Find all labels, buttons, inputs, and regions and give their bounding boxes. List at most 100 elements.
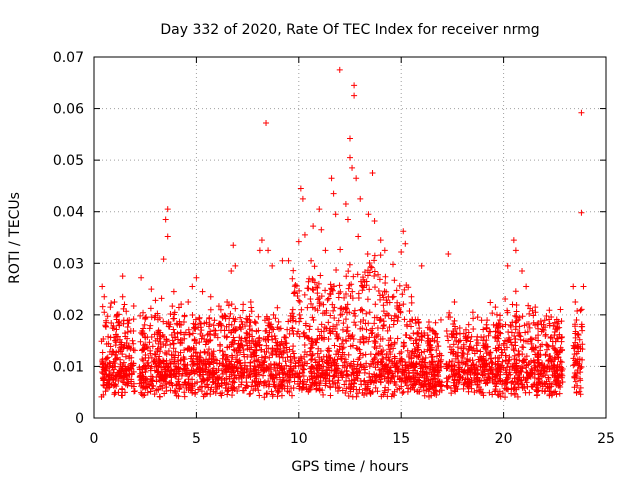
data-point — [156, 314, 163, 321]
data-point — [376, 367, 383, 374]
data-point — [345, 285, 352, 292]
data-point — [209, 370, 216, 377]
data-point — [224, 353, 231, 360]
data-point — [237, 349, 244, 356]
data-point — [156, 353, 163, 360]
data-point — [203, 390, 210, 397]
data-point — [532, 304, 539, 311]
data-point — [184, 346, 191, 353]
data-point — [548, 358, 555, 365]
data-point — [145, 354, 152, 361]
data-point — [189, 383, 196, 390]
data-point — [246, 326, 253, 333]
data-point — [139, 330, 146, 337]
data-point — [130, 340, 137, 347]
data-point — [158, 295, 165, 302]
data-point — [436, 388, 443, 395]
data-point — [128, 378, 135, 385]
data-point — [514, 378, 521, 385]
data-point — [372, 384, 379, 391]
data-point — [483, 350, 490, 357]
data-point — [347, 154, 353, 161]
data-point — [103, 355, 110, 362]
data-point — [237, 342, 244, 349]
x-axis-label: GPS time / hours — [291, 459, 408, 475]
data-point — [530, 312, 537, 319]
data-point — [327, 355, 334, 362]
data-point — [297, 185, 304, 192]
data-point — [160, 376, 167, 383]
data-point — [221, 379, 228, 386]
data-point — [117, 348, 124, 355]
data-point — [119, 273, 126, 280]
data-point — [175, 304, 182, 311]
data-point — [572, 359, 579, 366]
data-point — [229, 385, 236, 392]
data-point — [218, 392, 225, 399]
data-point — [504, 360, 511, 367]
data-point — [398, 378, 405, 385]
data-point — [300, 362, 307, 369]
data-point — [413, 353, 420, 360]
data-point — [558, 371, 565, 378]
data-point — [380, 302, 387, 309]
data-point — [147, 305, 154, 312]
data-point — [248, 308, 255, 315]
data-point — [325, 319, 332, 326]
data-point — [178, 337, 185, 344]
data-point — [468, 333, 475, 340]
data-point — [269, 345, 276, 352]
data-point — [295, 238, 302, 245]
data-point — [450, 341, 457, 348]
data-point — [239, 387, 246, 394]
data-point — [480, 392, 487, 399]
data-point — [198, 320, 205, 327]
data-point — [201, 348, 208, 355]
data-point — [164, 233, 171, 240]
data-point — [177, 357, 184, 364]
data-point — [349, 295, 356, 302]
data-point — [119, 386, 126, 393]
data-point — [215, 365, 222, 372]
data-point — [228, 339, 235, 346]
data-point — [450, 371, 457, 378]
data-point — [191, 325, 198, 332]
data-point — [578, 321, 585, 328]
data-point — [142, 333, 149, 340]
data-point — [113, 333, 120, 340]
data-point — [199, 288, 206, 295]
data-point — [435, 367, 442, 374]
data-point — [511, 356, 518, 363]
data-point — [142, 368, 149, 375]
data-point — [276, 371, 283, 378]
x-axis-ticks: 0 5 10 15 20 25 — [90, 57, 615, 447]
data-point — [471, 370, 478, 377]
data-point — [316, 206, 323, 213]
data-point — [573, 316, 580, 323]
data-point — [291, 378, 298, 385]
data-point — [390, 345, 397, 352]
data-point — [354, 271, 361, 278]
data-point — [423, 363, 430, 370]
data-point — [337, 288, 344, 295]
data-point — [269, 262, 276, 269]
data-point — [486, 363, 493, 370]
data-point — [456, 359, 463, 366]
data-point — [412, 381, 419, 388]
data-point — [408, 355, 415, 362]
data-point — [386, 324, 393, 331]
data-point — [359, 287, 366, 294]
data-point — [421, 392, 428, 399]
data-point — [490, 321, 497, 328]
data-point — [515, 380, 522, 387]
data-point — [351, 82, 358, 89]
data-point — [452, 355, 459, 362]
data-point — [289, 324, 296, 331]
data-point — [159, 357, 166, 364]
data-point — [371, 252, 378, 259]
data-point — [248, 344, 255, 351]
data-point — [168, 356, 175, 363]
data-point — [201, 349, 208, 356]
data-point — [476, 384, 483, 391]
data-point — [485, 370, 492, 377]
